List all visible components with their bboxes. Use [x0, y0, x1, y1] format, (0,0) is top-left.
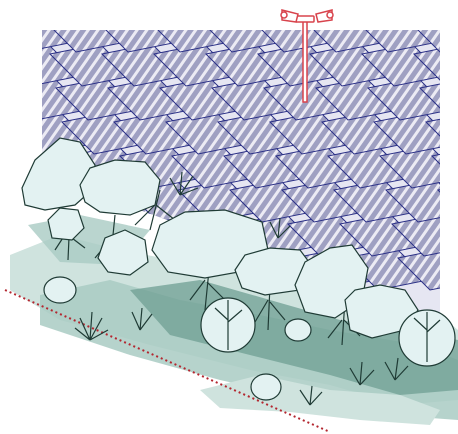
solar-panel [444, 214, 458, 256]
solar-panel [0, 78, 34, 120]
solar-panel [412, 43, 440, 87]
tree-icon [79, 159, 161, 216]
security-camera-icon [280, 9, 334, 103]
tree-icon [344, 284, 419, 339]
vegetation [21, 137, 456, 406]
solar-panel [450, 248, 458, 290]
bush-icon [200, 297, 256, 353]
solar-panel [0, 10, 22, 52]
shrub-icon [74, 171, 409, 406]
tree-icon [97, 229, 149, 276]
fence-line [4, 289, 331, 433]
tree-icon [151, 209, 269, 279]
bush-icon [43, 276, 77, 304]
solar-panel [406, 30, 440, 53]
solar-panel [0, 112, 40, 154]
tree-icon [47, 207, 85, 241]
bush-icon [250, 373, 282, 401]
bush-icon [398, 309, 456, 367]
solar-panel [0, 44, 28, 86]
solar-panel [436, 179, 440, 223]
bush-icon [284, 318, 312, 342]
